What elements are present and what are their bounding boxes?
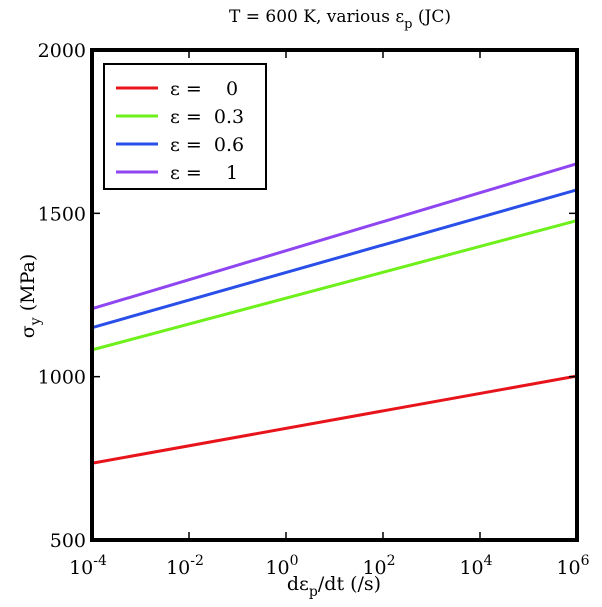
y-tick-label: 1000 (38, 367, 86, 389)
legend: ε = 0 ε = 0.3 ε = 0.6 ε = 1 (103, 63, 267, 190)
x-tick-label: 10-2 (166, 553, 204, 579)
y-axis-label-suffix: (MPa) (17, 254, 39, 318)
legend-label-0: ε = 0 (170, 78, 238, 100)
legend-box (103, 63, 267, 190)
legend-label-1: ε = 0.3 (170, 106, 244, 128)
series-line-0 (91, 374, 578, 465)
y-tick-label: 500 (50, 530, 86, 552)
ticks-layer: 10-4 10-2 100 102 104 106 500 1000 1500 2000 (38, 40, 590, 579)
x-tick-label: 100 (265, 553, 298, 579)
chart-title: T = 600 K, various εp (JC) (229, 7, 451, 32)
series-line-2 (91, 188, 578, 330)
x-tick-label: 104 (459, 553, 492, 579)
legend-label-3: ε = 1 (170, 162, 238, 184)
x-axis-label-suffix: /dt (/s) (318, 573, 381, 595)
series-line-1 (91, 219, 578, 352)
x-tick-label: 106 (556, 553, 589, 579)
chart-title-subscript: p (404, 17, 412, 32)
series-layer (91, 162, 578, 465)
x-axis-label-subscript: p (309, 584, 318, 600)
y-axis-label-subscript: y (28, 317, 44, 326)
y-tick-label: 2000 (38, 40, 86, 62)
legend-label-2: ε = 0.6 (170, 134, 244, 156)
series-line-3 (91, 162, 578, 311)
chart-title-suffix: (JC) (413, 7, 452, 27)
y-axis-label: σy (MPa) (17, 254, 44, 338)
x-tick-label: 102 (362, 553, 395, 579)
x-axis-label: dεp/dt (/s) (287, 573, 381, 600)
x-tick-label: 10-4 (69, 553, 107, 579)
y-tick-label: 1500 (38, 203, 86, 225)
plot-frame (90, 48, 579, 542)
